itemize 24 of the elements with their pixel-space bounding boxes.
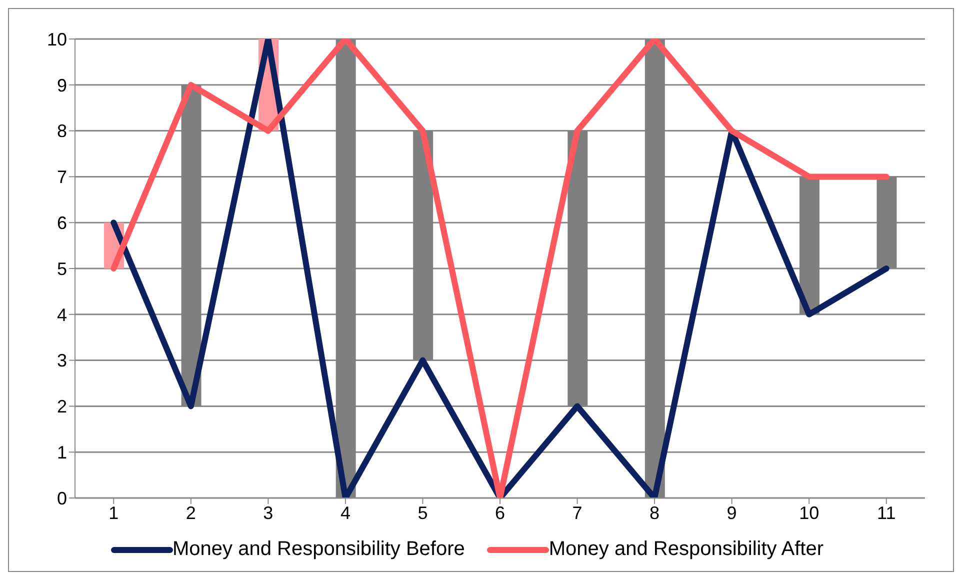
x-tick-label: 7: [572, 502, 582, 523]
x-tick-label: 3: [263, 502, 274, 523]
x-tick-label: 10: [799, 502, 820, 523]
y-tick-label: 4: [56, 304, 67, 325]
x-tick-label: 1: [108, 502, 119, 523]
legend-label: Money and Responsibility Before: [172, 538, 465, 561]
y-tick-label: 5: [56, 258, 67, 279]
x-tick-label: 8: [650, 502, 660, 523]
x-tick-label: 6: [494, 502, 506, 523]
y-tick-label: 1: [56, 442, 67, 462]
x-tick-label: 5: [418, 502, 428, 523]
y-tick-label: 6: [56, 212, 67, 233]
y-tick-label: 7: [56, 167, 67, 188]
y-tick-label: 0: [56, 488, 67, 508]
y-tick-label: 8: [56, 121, 67, 142]
x-tick-label: 4: [340, 502, 350, 523]
x-tick-label: 2: [186, 502, 196, 523]
y-tick-label: 9: [56, 75, 67, 96]
y-tick-label: 3: [56, 350, 67, 371]
legend-label: Money and Responsibility After: [548, 538, 824, 561]
y-tick-label: 10: [46, 29, 67, 50]
x-tick-label: 11: [877, 502, 896, 523]
x-tick-label: 9: [726, 502, 737, 523]
y-tick-label: 2: [56, 396, 67, 417]
